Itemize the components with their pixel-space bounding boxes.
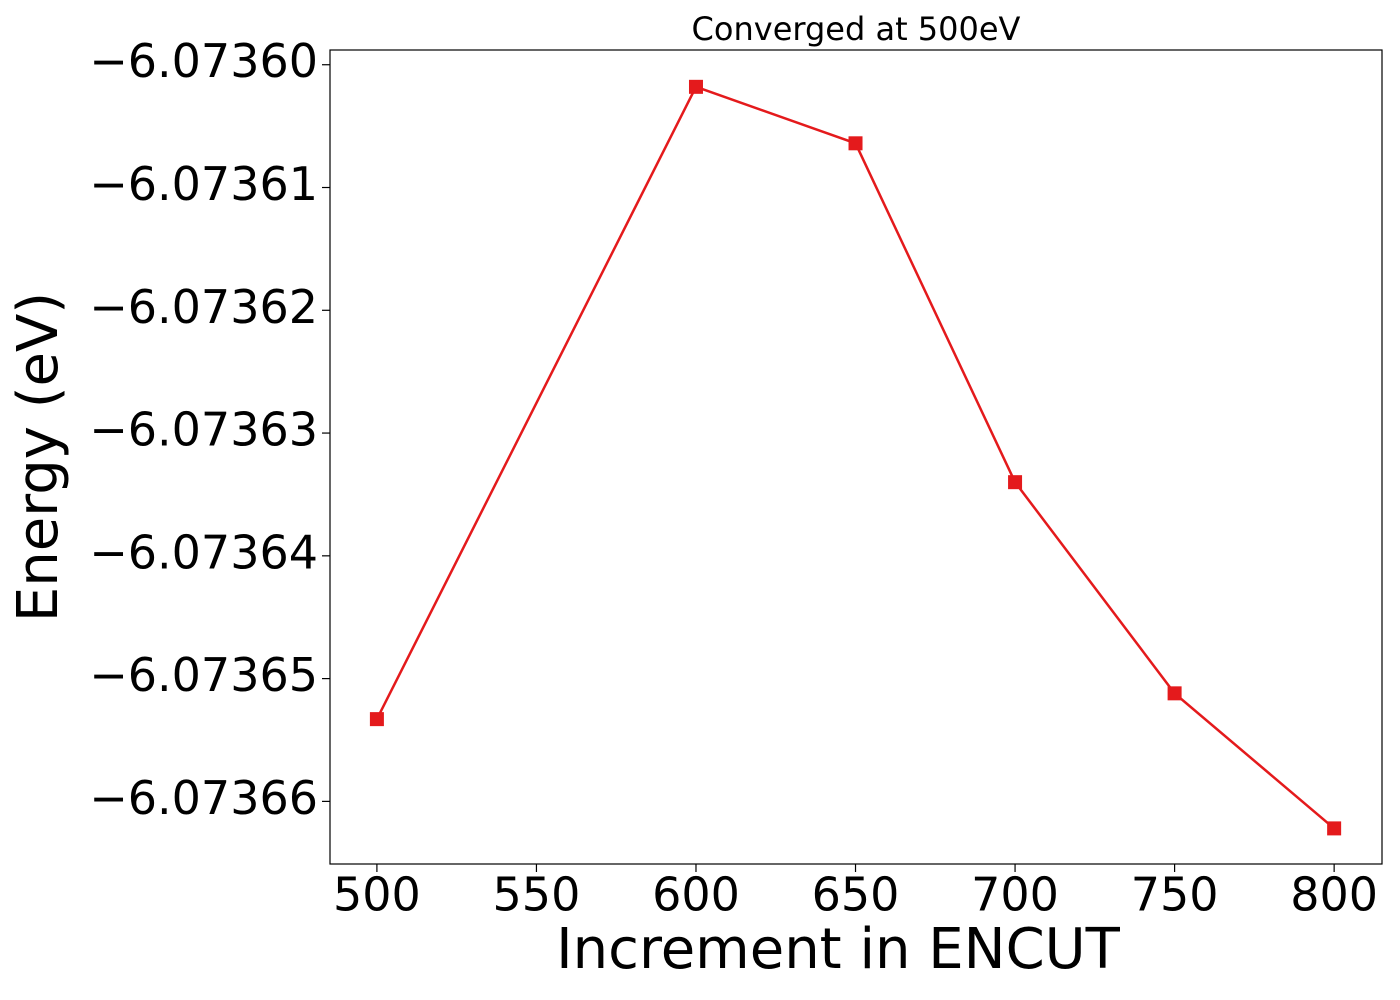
x-tick-label: 600 (652, 868, 740, 922)
data-marker (369, 712, 384, 727)
y-tick-label: −6.07362 (89, 280, 318, 334)
x-tick-label: 800 (1290, 868, 1378, 922)
data-marker (1327, 821, 1342, 836)
plot-frame (329, 49, 1383, 865)
x-tick-label: 550 (493, 868, 581, 922)
y-tick-label: −6.07364 (89, 525, 318, 579)
data-marker (688, 79, 703, 94)
x-axis-label: Increment in ENCUT (556, 917, 1121, 982)
y-tick-label: −6.07366 (89, 771, 318, 825)
x-tick-label: 650 (812, 868, 900, 922)
y-tick-label: −6.07361 (89, 157, 318, 211)
data-marker (848, 136, 863, 151)
x-tick-label: 750 (1131, 868, 1219, 922)
data-marker (1167, 686, 1182, 701)
y-tick-label: −6.07365 (89, 648, 318, 702)
x-tick-label: 500 (333, 868, 421, 922)
y-axis-label: Energy (eV) (6, 292, 71, 622)
x-tick-label: 700 (971, 868, 1059, 922)
chart-title: Converged at 500eV (692, 10, 1021, 48)
y-tick-label: −6.07360 (89, 34, 318, 88)
data-marker (1008, 475, 1023, 490)
data-line (375, 85, 1335, 830)
y-tick-label: −6.07363 (89, 403, 318, 457)
